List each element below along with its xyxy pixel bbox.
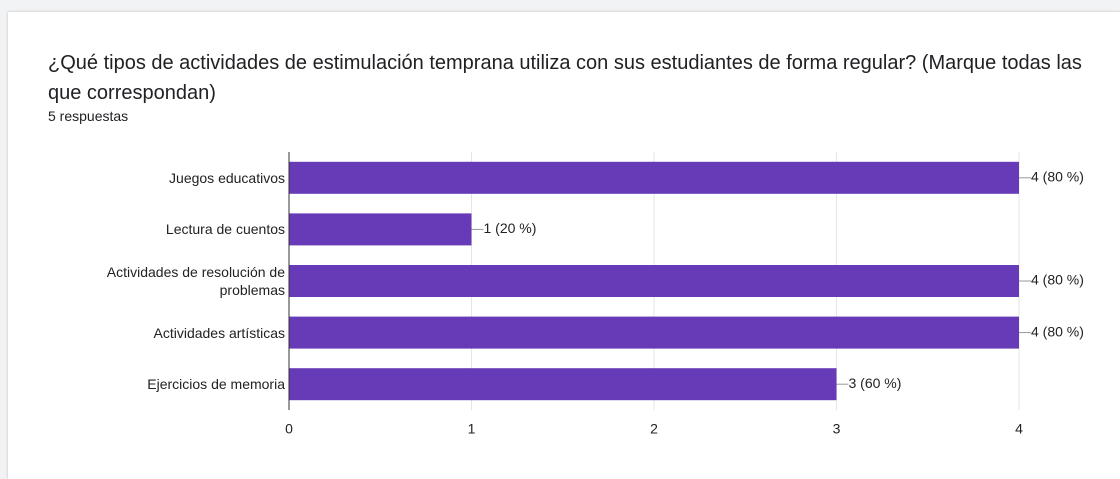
x-tick-label: 3 xyxy=(833,421,841,437)
x-tick-label: 1 xyxy=(468,421,476,437)
bar xyxy=(289,316,1019,349)
card: ¿Qué tipos de actividades de estimulació… xyxy=(8,12,1120,479)
bar xyxy=(289,161,1019,194)
chart-subtitle: 5 respuestas xyxy=(48,108,129,124)
bar xyxy=(289,368,837,401)
value-label: 1 (20 %) xyxy=(484,220,537,236)
x-tick-label: 4 xyxy=(1015,421,1023,437)
bar xyxy=(289,213,472,246)
chart-title: ¿Qué tipos de actividades de estimulació… xyxy=(48,52,1082,104)
y-tick-label: Actividades artísticas xyxy=(153,324,286,341)
value-label: 3 (60 %) xyxy=(849,375,902,391)
y-tick-label: Juegos educativos xyxy=(169,169,285,186)
y-tick-label: Actividades de resolución de problemas xyxy=(106,264,285,298)
value-label: 4 (80 %) xyxy=(1031,169,1084,185)
value-label: 4 (80 %) xyxy=(1031,323,1084,339)
x-tick-label: 2 xyxy=(650,421,658,437)
y-tick-label: Lectura de cuentos xyxy=(165,221,285,238)
value-label: 4 (80 %) xyxy=(1031,272,1084,288)
x-tick-label: 0 xyxy=(285,421,293,437)
bar xyxy=(289,265,1019,297)
y-tick-label: Ejercicios de memoria xyxy=(147,376,285,393)
